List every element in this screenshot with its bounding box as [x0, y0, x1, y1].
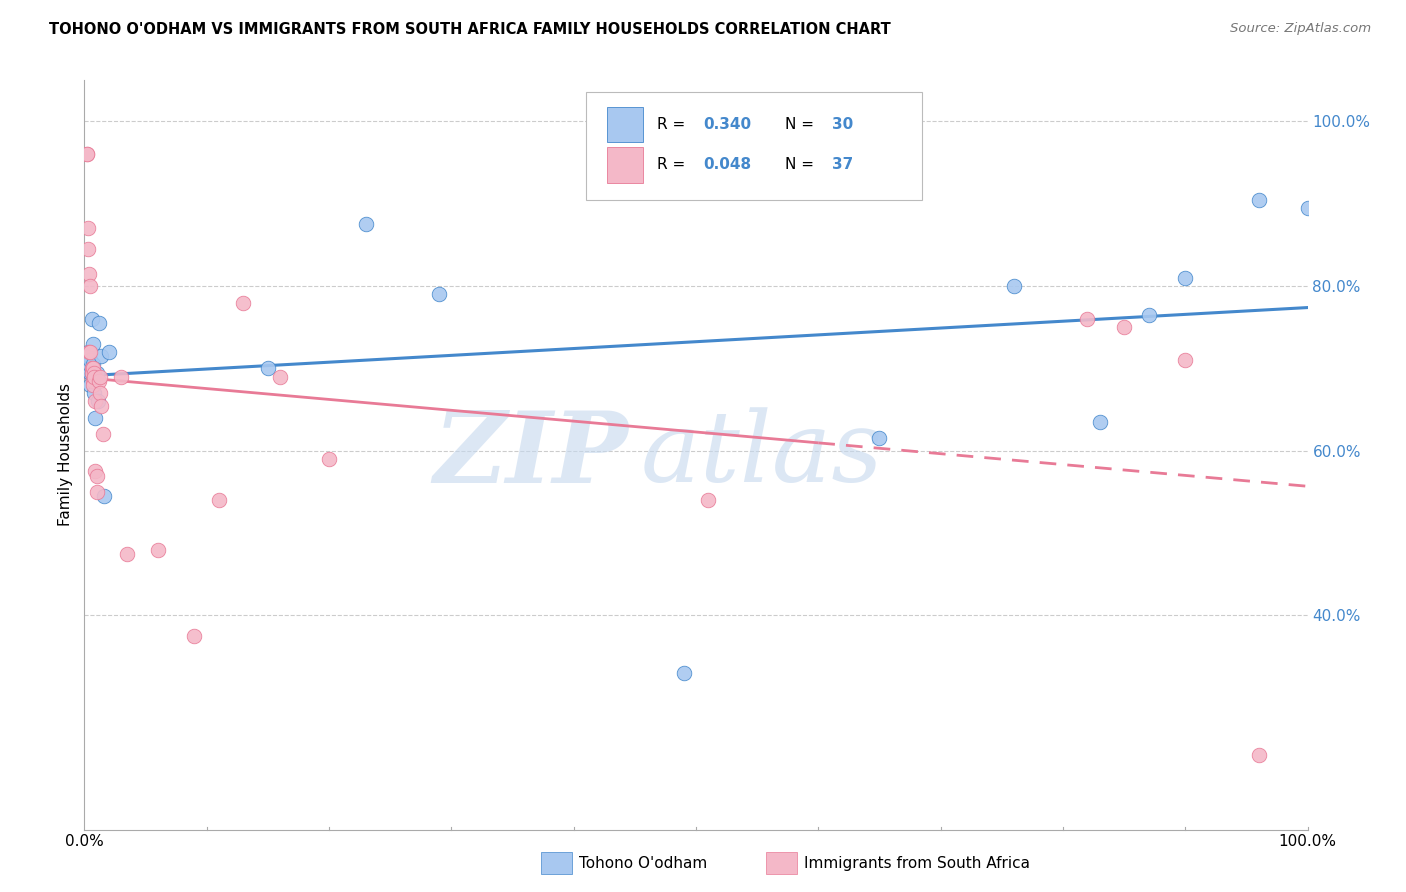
Point [83, 366, 105, 380]
Point [82, 378, 104, 392]
Y-axis label: Family Households: Family Households [58, 384, 73, 526]
Point [77, 221, 100, 235]
Point [82, 357, 104, 371]
Text: 0.048: 0.048 [703, 158, 751, 172]
Point [869, 432, 891, 446]
Point [90, 399, 112, 413]
Point [79, 353, 101, 368]
Point [77, 242, 100, 256]
Point [87, 316, 110, 330]
Text: 30: 30 [832, 117, 853, 132]
Point [84, 464, 107, 478]
FancyBboxPatch shape [606, 106, 644, 143]
Point [1002, 279, 1025, 293]
Point [91, 427, 114, 442]
Text: Immigrants from South Africa: Immigrants from South Africa [804, 856, 1031, 871]
Point [77, 349, 100, 363]
Point [208, 493, 231, 508]
Point [97, 345, 120, 359]
Point [77, 267, 100, 281]
Point [80, 366, 103, 380]
Point [269, 369, 291, 384]
FancyBboxPatch shape [586, 92, 922, 200]
Text: 0.340: 0.340 [703, 117, 751, 132]
Point [84, 394, 107, 409]
Point [697, 493, 720, 508]
Text: 37: 37 [832, 158, 853, 172]
Point [90, 349, 112, 363]
Text: R =: R = [657, 158, 690, 172]
Point [89, 369, 111, 384]
Point [1296, 201, 1319, 215]
Point [80, 361, 103, 376]
Point [87, 374, 110, 388]
Point [77, 361, 100, 376]
Point [87, 394, 110, 409]
Point [1114, 320, 1136, 334]
Point [1174, 271, 1197, 285]
Point [79, 378, 101, 392]
Point [110, 369, 132, 384]
Point [318, 452, 340, 467]
Point [1088, 415, 1111, 429]
Point [77, 345, 100, 359]
Text: N =: N = [786, 117, 820, 132]
Point [183, 629, 205, 643]
Point [84, 410, 107, 425]
Text: R =: R = [657, 117, 690, 132]
Point [76, 147, 98, 161]
Text: Tohono O'odham: Tohono O'odham [579, 856, 707, 871]
Point [115, 547, 138, 561]
Point [79, 279, 101, 293]
Point [257, 361, 280, 376]
Point [82, 361, 104, 376]
Point [86, 485, 108, 500]
Point [93, 489, 115, 503]
Text: N =: N = [786, 158, 820, 172]
Point [77, 357, 100, 371]
Point [86, 366, 108, 380]
Point [79, 366, 101, 380]
Point [1137, 308, 1160, 322]
Point [83, 386, 105, 401]
Text: Source: ZipAtlas.com: Source: ZipAtlas.com [1230, 22, 1371, 36]
Point [89, 386, 111, 401]
Text: atlas: atlas [641, 408, 884, 502]
Point [76, 147, 98, 161]
Point [427, 287, 450, 301]
Point [80, 312, 103, 326]
Point [354, 218, 377, 232]
Text: ZIP: ZIP [433, 407, 628, 503]
Point [1076, 312, 1098, 326]
Point [1247, 748, 1270, 763]
Point [672, 666, 695, 681]
Point [80, 366, 103, 380]
Point [1247, 193, 1270, 207]
Point [146, 542, 169, 557]
Point [77, 345, 100, 359]
Point [83, 369, 105, 384]
Point [82, 374, 104, 388]
Point [82, 336, 104, 351]
Point [86, 468, 108, 483]
Point [232, 295, 254, 310]
Point [79, 345, 101, 359]
Text: TOHONO O'ODHAM VS IMMIGRANTS FROM SOUTH AFRICA FAMILY HOUSEHOLDS CORRELATION CHA: TOHONO O'ODHAM VS IMMIGRANTS FROM SOUTH … [49, 22, 891, 37]
FancyBboxPatch shape [606, 147, 644, 183]
Point [1174, 353, 1197, 368]
